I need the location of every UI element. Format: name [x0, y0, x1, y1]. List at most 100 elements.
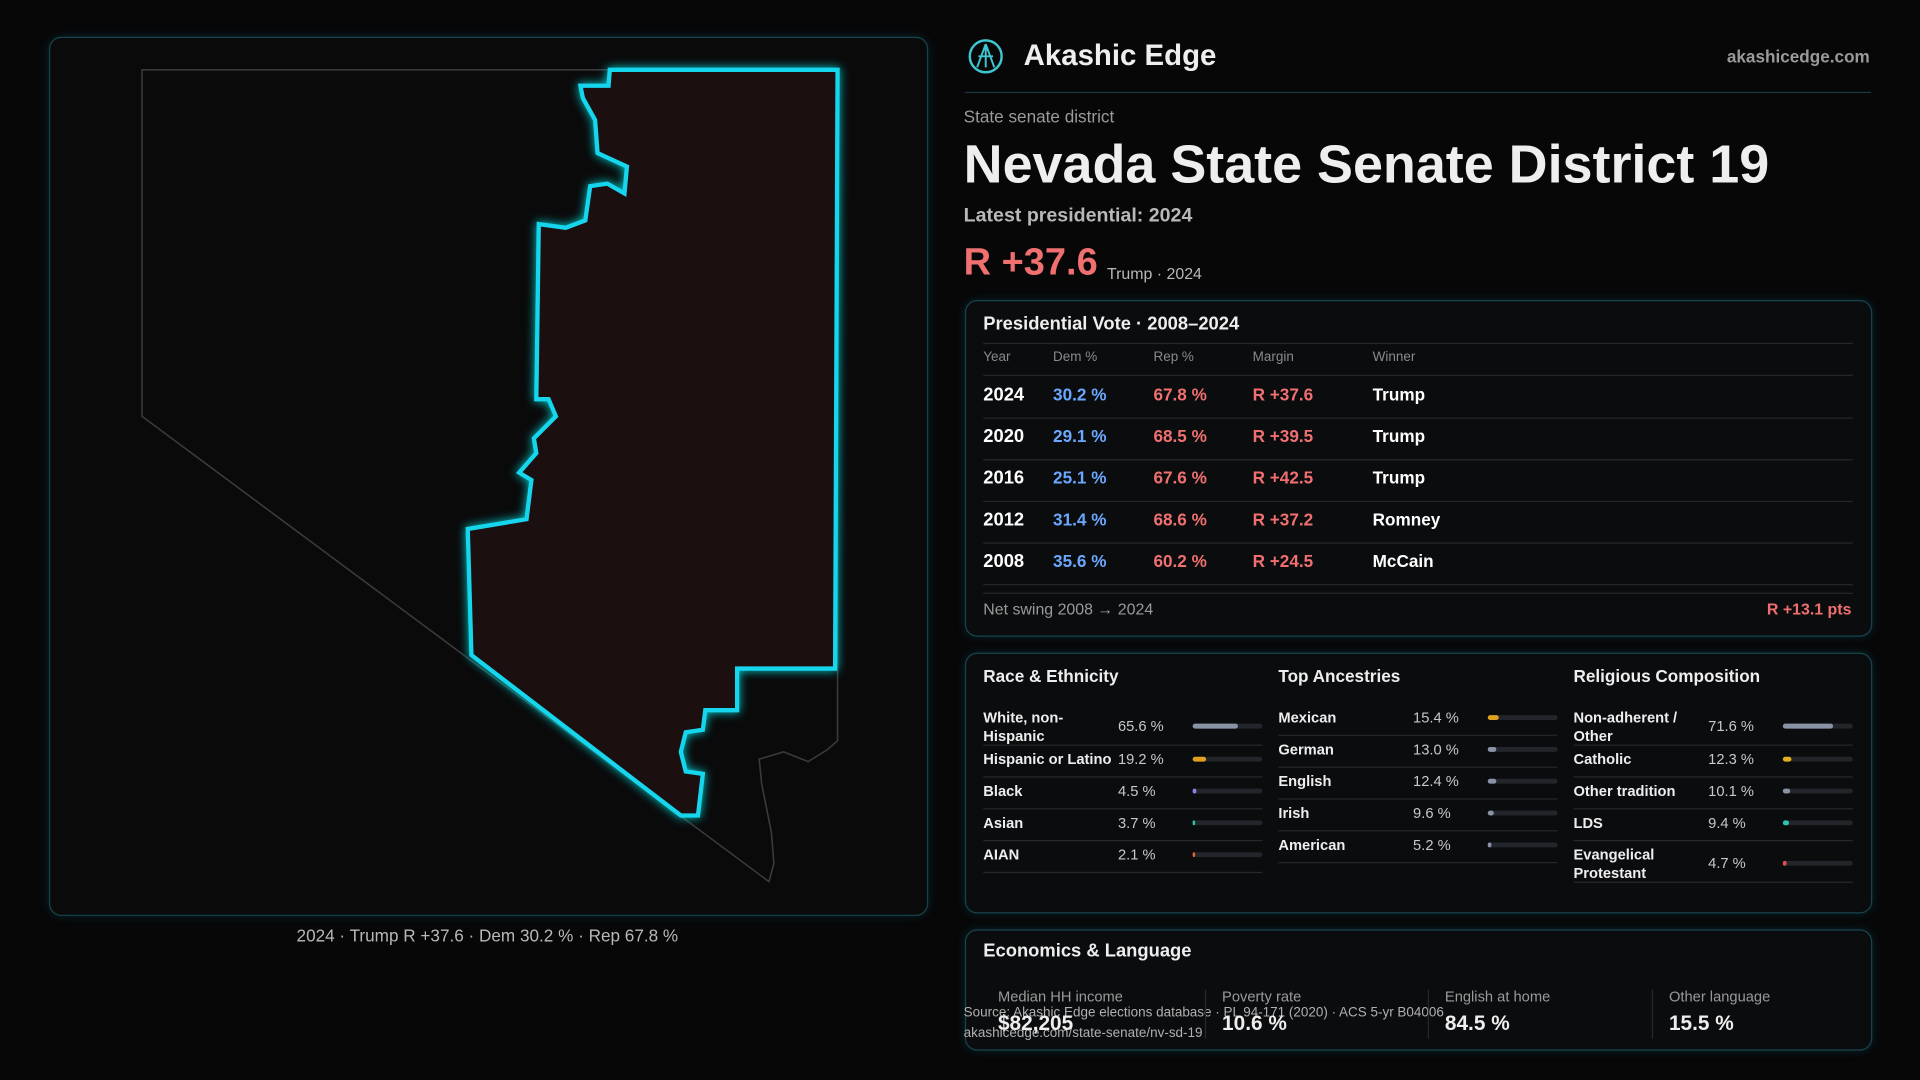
row-value: 9.4 %: [1708, 814, 1746, 832]
bar: [1192, 820, 1196, 826]
table-cell: R +37.6: [1252, 384, 1314, 405]
row-divider: [983, 776, 1263, 778]
row-divider: [983, 342, 1853, 345]
stat-divider: [1651, 989, 1654, 1039]
bar-track: [1192, 852, 1263, 858]
map: [141, 67, 840, 883]
row-divider: [1573, 776, 1853, 778]
swing-label: Net swing 2008 → 2024: [983, 600, 1154, 619]
row-label: Mexican: [1278, 708, 1337, 727]
row-value: 9.6 %: [1413, 804, 1451, 822]
bar: [1782, 723, 1833, 729]
column-header: Dem %: [1053, 350, 1098, 365]
bar-track: [1487, 715, 1558, 721]
section-title: Race & Ethnicity: [983, 666, 1119, 686]
table-cell: Trump: [1372, 467, 1426, 488]
row-divider: [1573, 840, 1853, 842]
bar: [1487, 810, 1495, 816]
bar-track: [1782, 788, 1853, 794]
row-value: 65.6 %: [1117, 717, 1164, 735]
bar-track: [1487, 746, 1558, 752]
bar: [1192, 723, 1239, 729]
row-label: Hispanic or Latino: [983, 750, 1112, 768]
divider: [964, 91, 1872, 94]
row-value: 4.7 %: [1708, 854, 1746, 872]
bar: [1487, 715, 1499, 721]
row-label: Irish: [1278, 804, 1310, 822]
presidential-panel: [964, 300, 1873, 637]
stat-label: Poverty rate: [1222, 988, 1302, 1006]
brand: Akashic Edge: [1023, 39, 1217, 73]
section-title: Religious Composition: [1573, 666, 1761, 686]
bar-track: [1192, 820, 1263, 826]
row-value: 12.3 %: [1708, 750, 1754, 768]
table-cell: 2016: [983, 467, 1025, 489]
row-divider: [983, 417, 1853, 419]
headline-note: Trump · 2024: [1106, 264, 1202, 283]
bar-track: [1192, 788, 1263, 794]
stat-divider: [1427, 989, 1429, 1039]
row-divider: [983, 374, 1853, 376]
row-label: LDS: [1573, 814, 1603, 832]
row-label: Asian: [983, 814, 1024, 832]
row-value: 15.4 %: [1413, 708, 1459, 727]
kicker: State senate district: [963, 106, 1115, 127]
bar: [1782, 756, 1792, 762]
district-shape: [465, 67, 840, 818]
table-cell: R +42.5: [1252, 467, 1314, 488]
table-cell: 67.8 %: [1153, 384, 1207, 405]
bar: [1487, 842, 1492, 848]
table-cell: 25.1 %: [1053, 467, 1107, 488]
row-value: 10.1 %: [1708, 782, 1754, 800]
district-title: Nevada State Senate District 19: [963, 134, 1770, 195]
bar-track: [1782, 820, 1853, 826]
row-value: 2.1 %: [1117, 846, 1156, 864]
row-label: Black: [983, 782, 1023, 800]
bar: [1192, 852, 1195, 858]
row-divider: [983, 744, 1263, 746]
row-label: English: [1278, 772, 1332, 790]
table-cell: R +24.5: [1252, 551, 1314, 571]
site: akashicedge.com: [1726, 46, 1870, 67]
row-value: 12.4 %: [1413, 772, 1459, 790]
table-cell: 68.6 %: [1153, 509, 1207, 529]
stat-divider: [1204, 989, 1207, 1039]
table-cell: 30.2 %: [1053, 384, 1107, 405]
stat-value: $82,205: [997, 1011, 1074, 1035]
column-header: Winner: [1372, 350, 1416, 365]
stat-value: 10.6 %: [1222, 1011, 1287, 1035]
footer-source: Source: Akashic Edge elections database …: [963, 1005, 1444, 1021]
row-value: 4.5 %: [1117, 782, 1156, 800]
stat-value: 84.5 %: [1444, 1011, 1510, 1035]
table-cell: 35.6 %: [1053, 551, 1107, 571]
row-divider: [1278, 798, 1558, 800]
bar: [1487, 778, 1497, 784]
headline-margin: R +37.6: [963, 240, 1098, 283]
bar-track: [1487, 778, 1558, 784]
stat-label: English at home: [1444, 988, 1551, 1006]
row-label: White, non-Hispanic: [983, 708, 1064, 745]
row-value: 5.2 %: [1413, 836, 1451, 854]
row-divider: [983, 459, 1853, 461]
logo: [968, 39, 1003, 74]
panel-title: Presidential Vote · 2008–2024: [983, 313, 1240, 335]
stat-label: Other language: [1668, 988, 1771, 1006]
column-header: Margin: [1252, 350, 1294, 365]
row-label: Non-adherent / Other: [1573, 708, 1678, 745]
bar-track: [1487, 810, 1558, 816]
row-divider: [983, 808, 1263, 810]
row-value: 3.7 %: [1117, 814, 1156, 832]
bar: [1192, 756, 1207, 762]
row-divider: [983, 500, 1853, 503]
bar: [1782, 788, 1790, 794]
bar: [1782, 820, 1790, 826]
row-divider: [1278, 830, 1558, 832]
row-divider: [1278, 766, 1558, 768]
table-cell: Romney: [1372, 509, 1441, 529]
row-divider: [983, 871, 1263, 874]
bar-track: [1487, 842, 1558, 848]
table-cell: 68.5 %: [1153, 426, 1207, 446]
row-divider: [983, 584, 1853, 586]
row-divider: [983, 840, 1263, 842]
